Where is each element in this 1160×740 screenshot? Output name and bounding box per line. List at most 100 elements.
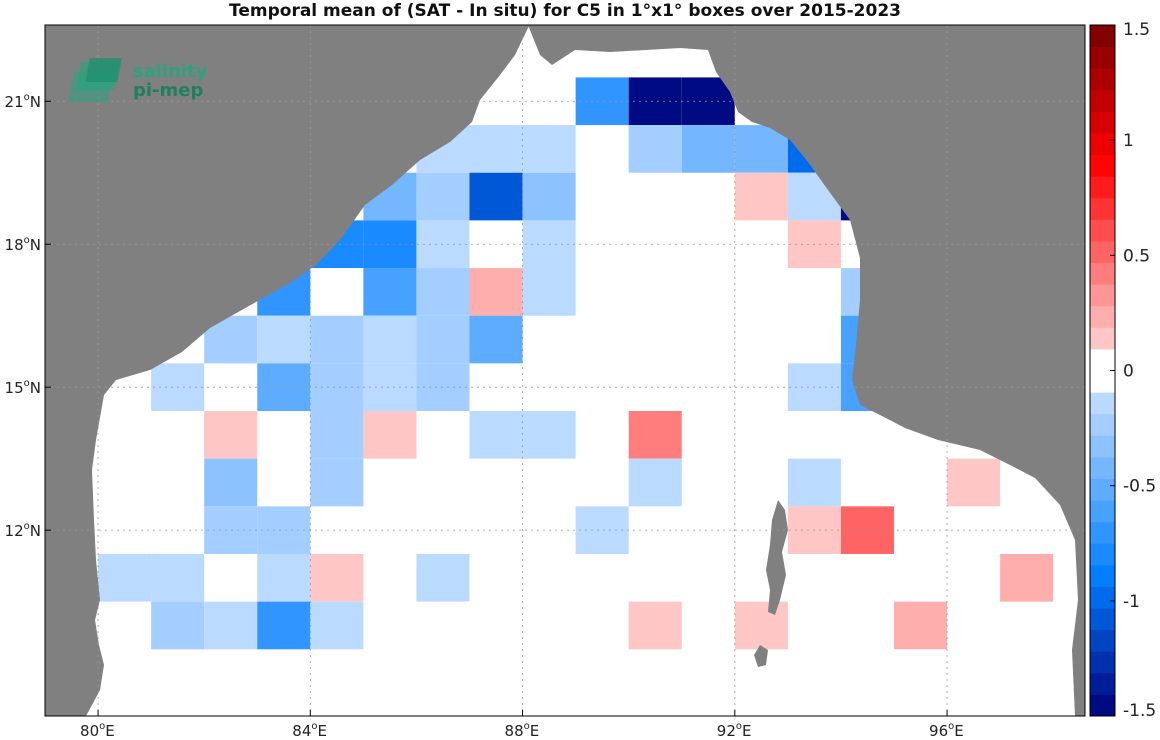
colorbar-swatch <box>1090 608 1115 631</box>
logo-line1: salinity <box>133 61 208 82</box>
colorbar-swatch <box>1090 370 1115 393</box>
heatmap-cell <box>363 220 417 269</box>
heatmap-cell <box>310 601 364 650</box>
colorbar-swatch <box>1090 348 1115 371</box>
colorbar-tick-label: 1 <box>1123 131 1134 151</box>
colorbar-swatch <box>1090 111 1115 134</box>
y-tick-label: 15oN <box>5 378 41 397</box>
colorbar-swatch <box>1090 219 1115 242</box>
colorbar-swatch <box>1090 197 1115 220</box>
map-frame <box>44 24 1086 717</box>
colorbar-swatch <box>1090 46 1115 69</box>
heatmap-cell <box>416 268 470 316</box>
colorbar-swatch <box>1090 392 1115 415</box>
x-tick-label: 96oE <box>929 721 964 740</box>
colorbar-swatch <box>1090 521 1115 544</box>
colorbar-swatches <box>1090 25 1115 717</box>
heatmap-cell <box>469 268 523 316</box>
heatmap-cell <box>575 506 629 554</box>
heatmap-cell <box>310 411 364 459</box>
colorbar-swatch <box>1090 240 1115 264</box>
heatmap-cell <box>522 125 576 173</box>
heatmap-cell <box>416 315 470 364</box>
heatmap-cell <box>204 458 258 507</box>
colorbar-swatch <box>1090 435 1115 458</box>
land-india <box>45 25 530 716</box>
colorbar-swatch <box>1090 89 1115 112</box>
heatmap-cell <box>257 506 311 554</box>
y-tick-label: 21oN <box>5 92 41 111</box>
colorbar-tick-label: -1.5 <box>1123 701 1156 721</box>
logo-icon <box>68 58 122 102</box>
colorbar-swatch <box>1090 543 1115 566</box>
x-tick-label: 80oE <box>80 721 115 740</box>
colorbar-swatch <box>1090 327 1115 350</box>
x-tick-label: 88oE <box>505 721 540 740</box>
colorbar-swatch <box>1090 305 1115 328</box>
heatmap-cell <box>787 458 841 507</box>
heatmap-cell <box>681 125 735 173</box>
heatmap-cell <box>469 125 523 173</box>
colorbar-swatch <box>1090 564 1115 587</box>
heatmap-cell <box>310 363 364 412</box>
land-andaman-islands <box>766 500 788 615</box>
colorbar-ticks: 1.5 1 0.5 0 -0.5 -1 -1.5 <box>1110 20 1156 721</box>
heatmap-cell <box>310 315 364 364</box>
heatmap-cell <box>257 363 311 412</box>
colorbar-swatch <box>1090 651 1115 674</box>
colorbar-swatch <box>1090 284 1115 307</box>
colorbar-swatch <box>1090 413 1115 436</box>
heatmap-cell <box>469 411 523 459</box>
colorbar-swatch <box>1090 176 1115 199</box>
colorbar-swatch <box>1090 672 1115 695</box>
heatmap-cell <box>151 601 205 650</box>
land-layer <box>45 25 1085 716</box>
land-myanmar-bangladesh <box>528 25 1085 716</box>
colorbar-swatch <box>1090 25 1115 48</box>
map-plot-area: salinity pi-mep 80oE 84oE 88oE 92oE 96oE 12o… <box>5 24 1086 740</box>
colorbar-swatch <box>1090 629 1115 652</box>
heatmap-cell <box>734 172 788 221</box>
heatmap-cell <box>257 553 311 602</box>
heatmap-cell <box>575 77 629 126</box>
colorbar-swatch <box>1090 694 1115 717</box>
colorbar-tick-label: -1 <box>1123 592 1140 612</box>
colorbar-tick-label: 1.5 <box>1123 20 1150 40</box>
heatmap-cell <box>310 553 364 602</box>
colorbar-swatch <box>1090 132 1115 156</box>
heatmap-cell <box>98 553 152 602</box>
colorbar-swatch <box>1090 478 1115 501</box>
colorbar-swatch <box>1090 68 1115 91</box>
heatmap-cell <box>363 268 417 316</box>
chart-title: Temporal mean of (SAT - In situ) for C5 … <box>229 1 901 21</box>
logo-line2: pi-mep <box>133 80 203 101</box>
heatmap-cell <box>416 172 470 221</box>
heatmap-cell <box>628 125 682 173</box>
heatmap-cell <box>522 268 576 316</box>
heatmap-cell <box>363 411 417 459</box>
heatmap-cell <box>628 411 682 459</box>
colorbar: 1.5 1 0.5 0 -0.5 -1 -1.5 <box>1089 20 1156 721</box>
heatmap-cell <box>204 601 258 650</box>
heatmap-cell <box>628 601 682 650</box>
heatmap-cell <box>363 315 417 364</box>
colorbar-tick-label: -0.5 <box>1123 477 1156 497</box>
colorbar-tick-label: 0.5 <box>1123 246 1150 266</box>
y-tick-label: 18oN <box>5 235 41 254</box>
heatmap-cell <box>416 553 470 602</box>
heatmap-cell <box>257 315 311 364</box>
heatmap-cell <box>522 411 576 459</box>
heatmap-cell <box>204 411 258 459</box>
heatmap-cell <box>257 601 311 650</box>
heatmap-cell <box>1000 553 1054 602</box>
colorbar-tick-label: 0 <box>1123 362 1134 382</box>
y-tick-label: 12oN <box>5 521 41 540</box>
heatmap-cell <box>947 458 1001 507</box>
heatmap-cell <box>469 315 523 364</box>
heatmap-cell <box>310 458 364 507</box>
heatmap-cell <box>469 172 523 221</box>
heatmap-cell <box>734 601 788 650</box>
heatmap-cell <box>522 172 576 221</box>
colorbar-swatch <box>1090 154 1115 177</box>
